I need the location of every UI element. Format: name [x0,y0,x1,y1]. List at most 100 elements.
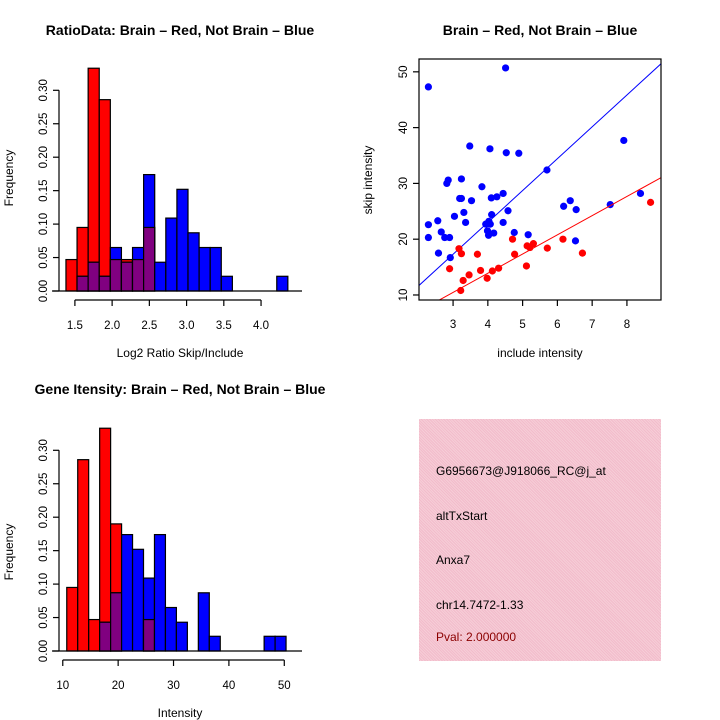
hist1-bar-blue [209,246,222,292]
scatter-point-red [511,250,519,258]
scatter-point-blue [515,149,523,157]
scatter-x-tick-label: 4 [485,319,492,331]
hist1-bar-overlap [143,226,156,292]
scatter-x-tick-label: 5 [519,319,525,331]
scatter-frame [418,58,662,301]
event-type: altTxStart [436,509,488,523]
scatter-point-blue [620,136,628,145]
fit-line-red [438,177,661,300]
hist2-x-tick-label: 40 [223,680,236,692]
scatter-point-blue [444,176,452,184]
scatter-point-blue [560,202,568,210]
hist2-ylabel: Frequency [2,524,16,581]
scatter-title: Brain – Red, Not Brain – Blue [443,22,638,38]
scatter-point-blue [466,142,474,150]
scatter-point-blue [461,218,470,227]
scatter-point-blue [467,197,476,205]
scatter-point-red [445,265,454,273]
scatter-point-red [529,240,537,248]
hist1-y-tick-label: 0.20 [38,146,50,168]
hist2-bar-blue [274,635,287,652]
hist1-y-tick-label: 0.15 [38,179,50,201]
hist1-y-tick-label: 0.25 [38,113,50,135]
scatter-point-red [646,198,655,206]
scatter-point-blue [434,249,443,257]
hist1-y-tick-label: 0.00 [38,280,50,302]
hist2-x-tick-label: 50 [278,680,291,692]
scatter-point-blue [490,229,498,237]
hist1-bar-overlap [76,275,89,292]
hist1-bar-red [98,99,111,292]
hist2-y-tick-label: 0.10 [38,573,50,595]
hist1-bar-blue [154,261,167,292]
scatter-point-blue [543,166,551,174]
scatter-point-blue [445,233,454,242]
scatter-point-red [522,262,531,270]
scatter-y-tick-label: 50 [398,65,410,78]
hist2-bar-overlap [110,592,123,652]
hist1-title: RatioData: Brain – Red, Not Brain – Blue [46,22,315,38]
scatter-point-blue [499,218,507,227]
hist2-bar-blue [164,606,178,652]
hist2-bar-red [77,459,90,652]
hist1-bar-blue [176,188,189,292]
scatter-point-blue [493,193,501,201]
hist2-bar-blue [197,592,210,652]
scatter-point-blue [504,207,512,215]
hist2-bar-blue [208,635,221,652]
scatter-point-blue [636,189,645,198]
scatter-point-blue [501,64,510,72]
scatter-point-blue [566,197,574,205]
hist1-y-tick-label: 0.10 [38,213,50,235]
scatter-point-blue [488,211,496,219]
scatter-y-tick-label: 10 [398,289,410,302]
gene-name: Anxa7 [436,553,471,567]
hist1-bar-overlap [120,261,134,292]
scatter-point-blue [510,228,518,237]
scatter-point-blue [524,231,532,239]
hist1-bar-blue [165,217,178,292]
scatter-point-red [543,244,551,252]
hist1-x-tick-label: 3.0 [179,320,195,332]
scatter-point-blue [571,237,580,245]
hist2-y-tick-label: 0.30 [38,439,50,461]
hist1-bar-blue [220,275,233,292]
hist2-bar-blue [263,635,276,652]
probe-id: G6956673@J918066_RC@j_at [436,464,606,478]
hist1-bar-overlap [98,275,111,292]
hist2-bar-red [99,427,112,652]
scatter-point-blue [424,233,432,242]
fit-line-blue [419,63,661,286]
scatter-point-red [483,274,491,282]
hist2-y-tick-label: 0.20 [38,506,50,528]
pval: Pval: 2.000000 [436,630,517,644]
hist2-bar-blue [120,533,134,652]
scatter-point-red [459,276,467,285]
hist1-x-tick-label: 2.0 [104,320,120,332]
hist2-y-tick-label: 0.15 [38,539,50,561]
scatter-x-tick-label: 3 [450,319,456,331]
hist1-x-tick-label: 3.5 [216,320,232,332]
scatter-x-tick-label: 6 [554,319,560,331]
scatter-point-red [559,235,567,243]
scatter-point-blue [424,83,432,91]
scatter-point-red [473,250,482,258]
hist1-x-tick-label: 1.5 [67,320,83,332]
scatter-point-blue [434,217,442,225]
scatter-point-red [465,271,473,279]
hist2-bar-blue [131,548,145,652]
scatter-x-tick-label: 8 [624,319,630,331]
scatter-point-blue [457,175,466,183]
hist2-bar-overlap [142,618,156,652]
scatter-point-red [578,249,587,257]
hist1-ylabel: Frequency [2,150,16,207]
hist1-y-tick-label: 0.05 [38,246,50,268]
scatter-point-blue [487,194,495,202]
hist2-x-tick-label: 30 [167,680,180,692]
hist2-bar-red [66,586,79,652]
location: chr14.7472-1.33 [436,598,524,612]
hist1-bar-blue [198,246,211,292]
hist1-x-tick-label: 4.0 [253,320,269,332]
hist1-bar-blue [187,232,200,292]
